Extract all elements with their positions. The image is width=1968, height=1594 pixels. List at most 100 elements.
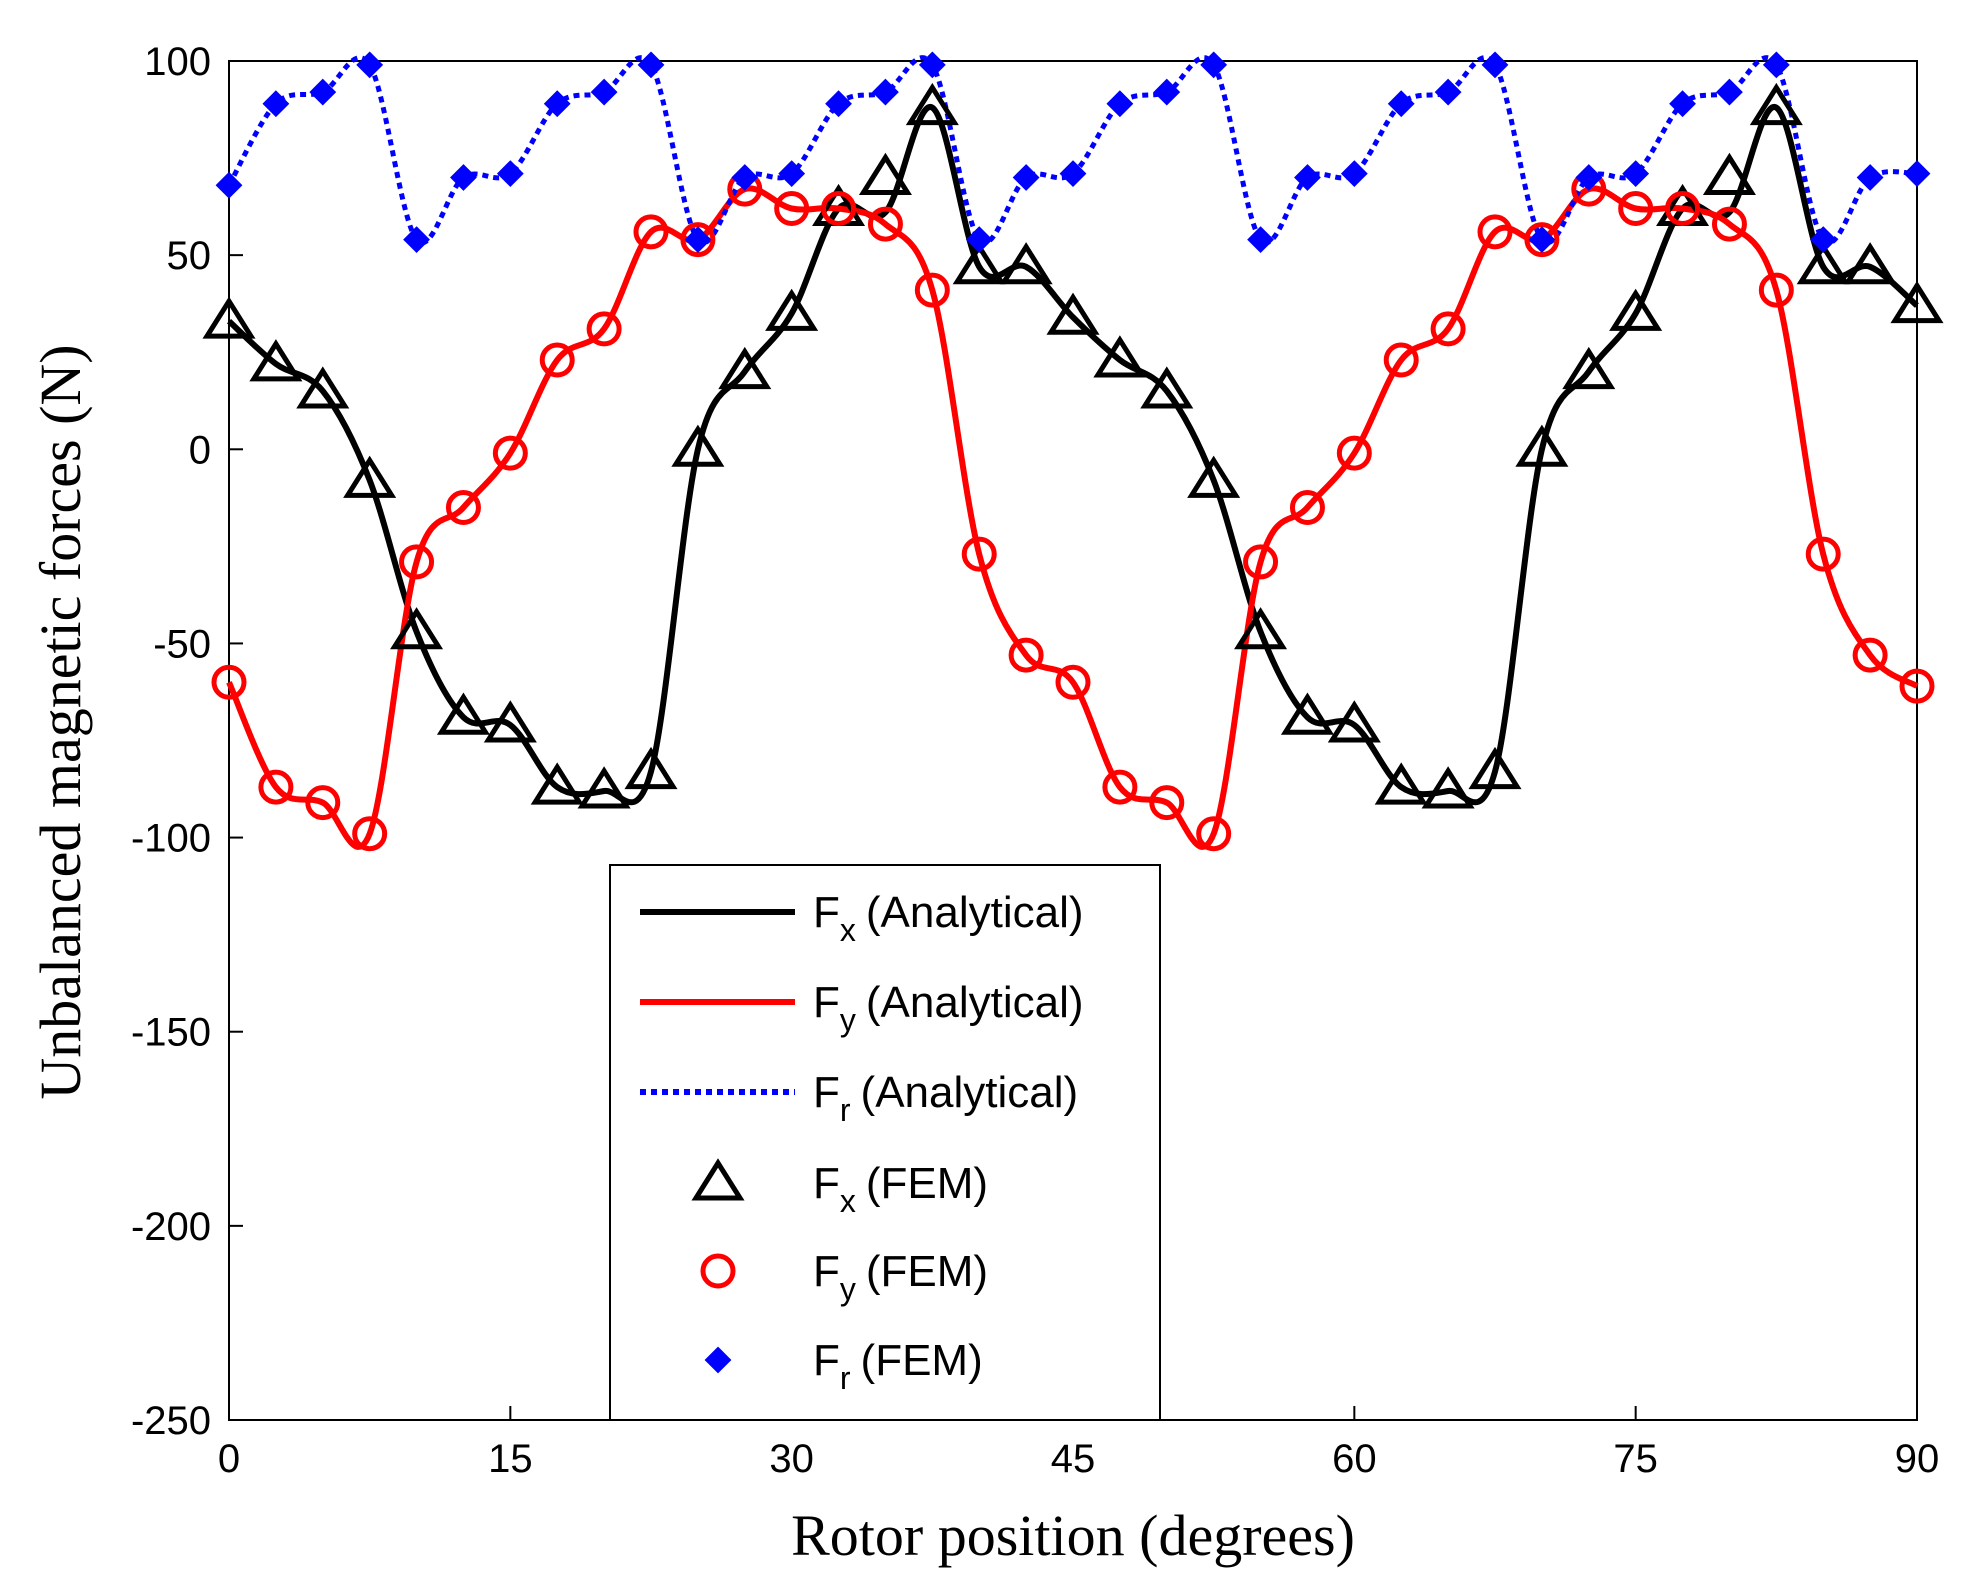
legend-label-subscript: r [840,1360,851,1396]
legend-label: Fx (Analytical) [813,888,1084,948]
legend-label-suffix: (FEM) [866,1159,988,1208]
data-point-Fy-fem [399,544,435,580]
data-point-Fx-fem [483,700,537,743]
data-point-Fx-fem [1515,424,1569,467]
data-point-Fr-fem [731,164,759,191]
data-point-Fr-fem [1809,226,1837,254]
x-tick-label: 15 [488,1437,533,1481]
y-tick-label: -250 [131,1399,211,1443]
legend-label-main: F [813,1336,840,1385]
data-point-Fr-fem [1481,51,1509,79]
data-point-Fy-fem [539,342,575,378]
data-point-Fr-fem [778,160,806,188]
data-point-Fy-fem [1149,785,1185,821]
x-tick-label: 45 [1051,1437,1096,1481]
data-point-Fx-fem [1093,335,1147,378]
legend-label-suffix: (Analytical) [866,978,1084,1027]
y-tick-label: -200 [131,1205,211,1249]
y-tick-label: 50 [167,234,212,278]
legend-label-suffix: (Analytical) [861,1068,1079,1117]
legend-swatch-marker [700,1253,736,1289]
data-point-Fx-fem [202,296,256,339]
data-point-Fy-fem [1430,311,1466,347]
data-point-Fx-fem [1327,700,1381,743]
data-point-Fx-fem [530,762,584,805]
data-point-Fr-fem [215,171,243,199]
data-point-Fy-fem [1524,222,1560,258]
data-point-Fx-fem [1140,366,1194,409]
data-point-Fx-fem [858,152,912,195]
legend-label-subscript: x [840,1183,856,1219]
data-point-Fy-fem [211,664,247,700]
data-point-Fx-fem [1046,292,1100,335]
data-point-Fx-fem [999,242,1053,285]
data-point-Fr-fem [590,78,618,106]
data-point-Fr-fem [1200,51,1228,79]
data-point-Fr-fem [356,51,384,79]
data-point-Fx-fem [718,346,772,390]
data-point-Fr-fem [872,78,899,106]
data-point-Fy-fem [1477,214,1513,250]
data-point-Fr-fem [1903,160,1931,188]
data-point-Fx-fem [1890,280,1944,324]
data-point-Fx-fem [1280,692,1334,735]
data-point-Fr-fem [637,51,665,79]
data-point-Fy-fem [1008,637,1044,673]
data-point-Fy-fem [867,206,903,242]
legend-label-subscript: y [840,1002,856,1038]
data-point-Fr-fem [450,164,477,191]
legend-label-subscript: r [840,1092,851,1128]
data-point-Fy-fem [1618,191,1654,227]
data-point-Fx-fem [905,82,959,126]
legend-label-suffix: (Analytical) [866,888,1084,937]
data-point-Fr-fem [1059,160,1087,188]
data-point-Fx-fem [1187,455,1241,498]
data-point-Fr-fem [403,226,430,254]
data-point-Fy-fem [1336,435,1372,471]
data-point-Fr-fem [1340,160,1368,188]
data-point-Fr-fem [1575,164,1603,191]
legend-label-main: F [813,888,840,937]
data-point-Fr-fem [1528,226,1556,254]
data-point-Fy-fem [352,816,388,852]
data-point-Fy-fem [492,435,528,471]
data-point-Fy-fem [445,490,481,526]
data-point-Fr-fem [309,78,337,106]
data-point-Fy-fem [1852,637,1888,673]
data-point-Fy-fem [1665,191,1701,227]
data-point-Fx-fem [343,455,397,498]
data-point-Fx-fem [1562,346,1616,390]
data-point-Fr-fem [1856,164,1884,191]
data-point-Fr-fem [684,226,712,254]
legend-label-main: F [813,978,840,1027]
data-point-Fy-fem [914,272,950,308]
data-point-Fx-fem [1468,746,1522,790]
y-tick-label: -50 [153,622,211,666]
data-point-Fx-fem [1374,762,1428,805]
series-line-Fy-analytical [226,185,1919,850]
data-point-Fy-fem [1899,668,1935,704]
data-point-Fy-fem [1383,342,1419,378]
data-point-Fr-fem [1153,78,1181,106]
legend-label: Fy (FEM) [813,1247,988,1307]
data-point-Fx-fem [1421,766,1475,809]
data-point-Fx-fem [765,288,819,331]
legend-label-main: F [813,1247,840,1296]
x-tick-label: 75 [1613,1437,1658,1481]
data-point-Fy-fem [1055,664,1091,700]
legend-swatch-marker [704,1346,732,1374]
x-axis-title: Rotor position (degrees) [791,1503,1355,1568]
data-point-Fr-fem [1387,90,1415,118]
data-point-Fy-fem [1102,769,1138,805]
x-tick-label: 90 [1895,1437,1940,1481]
data-point-Fx-fem [390,607,444,650]
data-point-Fx-fem [671,424,725,467]
legend-label-main: F [813,1068,840,1117]
data-point-Fy-fem [1758,272,1794,308]
data-point-Fy-fem [1289,490,1325,526]
x-tick-label: 0 [218,1437,240,1481]
data-point-Fr-fem [918,51,946,79]
data-point-Fx-fem [249,339,303,382]
data-point-Fr-fem [1294,164,1321,191]
